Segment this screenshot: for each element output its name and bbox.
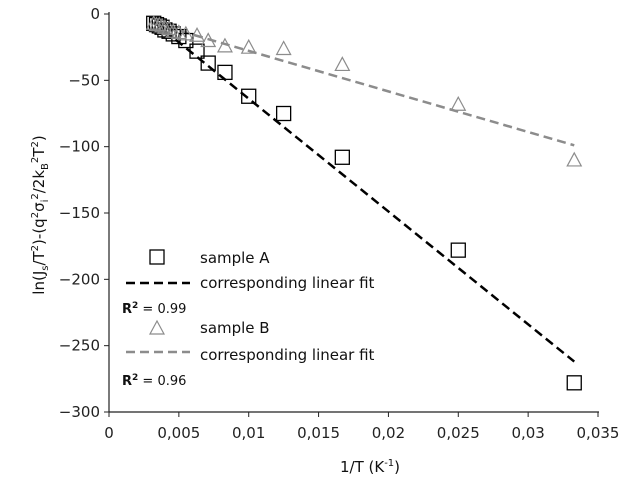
legend-marker-sample-a	[149, 249, 165, 265]
x-tick-label: 0,005	[157, 424, 200, 442]
fit-lines	[152, 20, 576, 363]
data-point-sample-a	[178, 32, 194, 49]
legend-label-sample-b: sample B	[200, 319, 270, 337]
x-tick-label: 0	[104, 424, 114, 442]
legend-marker-sample-b	[148, 319, 166, 335]
y-tick-label: −250	[59, 337, 100, 355]
data-markers	[145, 15, 583, 391]
data-point-sample-b	[200, 32, 217, 48]
data-point-sample-b	[566, 151, 583, 167]
data-point-sample-a	[450, 242, 466, 258]
x-tick-label: 0,025	[437, 424, 480, 442]
y-tick-label: −150	[59, 204, 100, 222]
data-point-sample-b	[177, 25, 194, 41]
r2-label-b: R2 = 0.96	[122, 373, 186, 389]
x-tick-label: 0,03	[511, 424, 544, 442]
x-tick-label: 0,02	[372, 424, 405, 442]
data-point-sample-a	[189, 43, 205, 59]
data-point-sample-a	[217, 64, 233, 81]
data-point-sample-a	[275, 105, 292, 122]
y-tick-label: −100	[59, 138, 100, 156]
legend-label-sample-a: sample A	[200, 249, 270, 267]
data-point-sample-a	[334, 149, 350, 165]
y-tick-label: 0	[90, 5, 100, 23]
data-point-sample-b	[275, 40, 292, 56]
x-tick-label: 0,01	[232, 424, 265, 442]
data-point-sample-b	[145, 15, 162, 30]
legend-label-fit-b: corresponding linear fit	[200, 346, 375, 364]
ticks: 0 0,005 0,01 0,015 0,02 0,025 0,03 0,035 0 −50 −10…	[59, 5, 620, 442]
data-point-sample-b	[189, 26, 206, 42]
fit-line-sample-b	[153, 22, 575, 147]
legend-label-fit-a: corresponding linear fit	[200, 274, 375, 292]
x-axis-title: 1/T (K-1)	[340, 458, 400, 476]
data-point-sample-b	[240, 38, 257, 54]
x-tick-label: 0,015	[297, 424, 340, 442]
y-axis-title: ln(Js/T2)-(q2σi2/2kB2T2)	[30, 135, 51, 294]
y-tick-label: −50	[68, 71, 100, 89]
x-tick-label: 0,035	[577, 424, 620, 442]
data-point-sample-b	[216, 37, 233, 53]
data-point-sample-b	[156, 19, 173, 34]
data-point-sample-b	[334, 56, 351, 72]
y-tick-label: −300	[59, 403, 100, 421]
data-point-sample-b	[450, 95, 467, 111]
legend: sample A corresponding linear fit R2 = 0…	[122, 249, 375, 389]
data-point-sample-b	[165, 22, 182, 38]
data-point-sample-b	[170, 24, 187, 40]
data-point-sample-a	[241, 88, 257, 104]
data-point-sample-a	[200, 55, 216, 71]
data-point-sample-b	[161, 20, 178, 36]
data-point-sample-b	[154, 17, 171, 33]
r2-label-a: R2 = 0.99	[122, 301, 186, 317]
fit-line-sample-a	[152, 20, 576, 363]
data-point-sample-a	[566, 375, 582, 391]
y-tick-label: −200	[59, 270, 100, 288]
